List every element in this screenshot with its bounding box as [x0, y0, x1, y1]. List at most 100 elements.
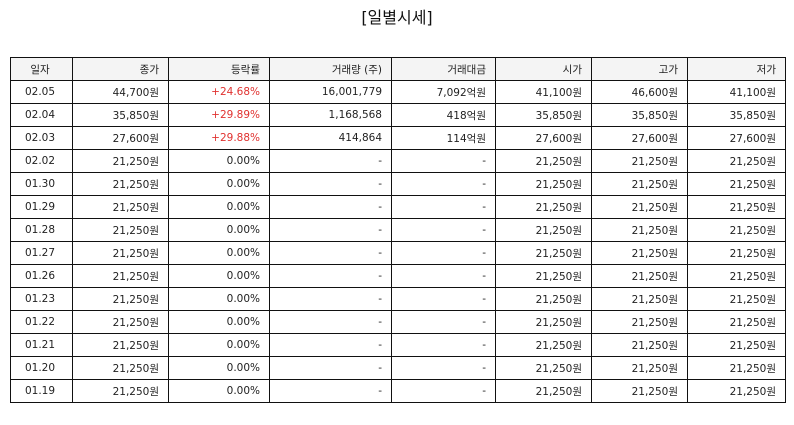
cell-low: 21,250원 [687, 264, 786, 288]
header-change: 등락률 [168, 57, 270, 81]
cell-high: 21,250원 [591, 264, 688, 288]
table-row: 01.21 21,250원 0.00% - -21,250원 21,250원 21,250원 [10, 333, 786, 357]
cell-close: 21,250원 [72, 241, 169, 265]
cell-close: 21,250원 [72, 172, 169, 196]
table-row: 02.03 27,600원 +29.88% 414,864 114억원 27,600원 27… [10, 126, 786, 150]
cell-open: 21,250원 [495, 195, 592, 219]
cell-low: 21,250원 [687, 310, 786, 334]
cell-amount: - [391, 356, 496, 380]
cell-volume: - [269, 356, 392, 380]
cell-open: 21,250원 [495, 264, 592, 288]
cell-volume: - [269, 264, 392, 288]
cell-change: 0.00% [168, 379, 270, 403]
cell-open: 21,250원 [495, 218, 592, 242]
cell-amount: - [391, 310, 496, 334]
header-low: 저가 [687, 57, 786, 81]
cell-change: 0.00% [168, 218, 270, 242]
cell-open: 41,100원 [495, 80, 592, 104]
table-row: 01.26 21,250원 0.00% - -21,250원 21,250원 21,250원 [10, 264, 786, 288]
cell-open: 21,250원 [495, 287, 592, 311]
header-date: 일자 [10, 57, 73, 81]
cell-volume: - [269, 149, 392, 173]
cell-change: +29.89% [168, 103, 270, 127]
cell-close: 35,850원 [72, 103, 169, 127]
cell-close: 27,600원 [72, 126, 169, 150]
cell-change: 0.00% [168, 310, 270, 334]
cell-open: 27,600원 [495, 126, 592, 150]
table-row: 01.23 21,250원 0.00% - -21,250원 21,250원 21,250원 [10, 287, 786, 311]
cell-volume: - [269, 218, 392, 242]
cell-volume: 414,864 [269, 126, 392, 150]
cell-date: 01.28 [10, 218, 73, 242]
cell-high: 35,850원 [591, 103, 688, 127]
cell-date: 01.27 [10, 241, 73, 265]
cell-date: 01.21 [10, 333, 73, 357]
cell-open: 21,250원 [495, 241, 592, 265]
cell-date: 01.20 [10, 356, 73, 380]
cell-date: 02.05 [10, 80, 73, 104]
cell-change: +29.88% [168, 126, 270, 150]
cell-volume: - [269, 195, 392, 219]
cell-amount: - [391, 241, 496, 265]
cell-high: 46,600원 [591, 80, 688, 104]
cell-volume: - [269, 172, 392, 196]
header-high: 고가 [591, 57, 688, 81]
cell-low: 21,250원 [687, 287, 786, 311]
cell-low: 21,250원 [687, 356, 786, 380]
cell-amount: 418억원 [391, 103, 496, 127]
cell-amount: - [391, 264, 496, 288]
cell-open: 21,250원 [495, 333, 592, 357]
cell-low: 21,250원 [687, 218, 786, 242]
cell-close: 21,250원 [72, 264, 169, 288]
table-row: 01.22 21,250원 0.00% - -21,250원 21,250원 21,250원 [10, 310, 786, 334]
cell-open: 21,250원 [495, 310, 592, 334]
cell-change: 0.00% [168, 356, 270, 380]
cell-date: 01.30 [10, 172, 73, 196]
cell-close: 44,700원 [72, 80, 169, 104]
cell-low: 21,250원 [687, 172, 786, 196]
cell-close: 21,250원 [72, 333, 169, 357]
cell-change: +24.68% [168, 80, 270, 104]
cell-low: 27,600원 [687, 126, 786, 150]
cell-close: 21,250원 [72, 310, 169, 334]
cell-low: 21,250원 [687, 333, 786, 357]
cell-amount: - [391, 172, 496, 196]
cell-volume: - [269, 287, 392, 311]
cell-change: 0.00% [168, 149, 270, 173]
cell-high: 21,250원 [591, 172, 688, 196]
cell-low: 21,250원 [687, 241, 786, 265]
cell-open: 35,850원 [495, 103, 592, 127]
cell-low: 41,100원 [687, 80, 786, 104]
table-row: 01.27 21,250원 0.00% - -21,250원 21,250원 21,250원 [10, 241, 786, 265]
cell-date: 01.29 [10, 195, 73, 219]
cell-high: 21,250원 [591, 379, 688, 403]
cell-high: 21,250원 [591, 195, 688, 219]
cell-volume: - [269, 379, 392, 403]
table-row: 01.28 21,250원 0.00% - -21,250원 21,250원 21,250원 [10, 218, 786, 242]
cell-amount: 114억원 [391, 126, 496, 150]
cell-amount: - [391, 379, 496, 403]
table-row: 01.19 21,250원 0.00% - -21,250원 21,250원 21,250원 [10, 379, 786, 403]
cell-amount: - [391, 195, 496, 219]
cell-high: 21,250원 [591, 149, 688, 173]
table-row: 02.02 21,250원 0.00% - -21,250원 21,250원 21,250원 [10, 149, 786, 173]
cell-date: 01.22 [10, 310, 73, 334]
cell-open: 21,250원 [495, 356, 592, 380]
cell-amount: - [391, 218, 496, 242]
cell-high: 21,250원 [591, 333, 688, 357]
table-row: 02.05 44,700원 +24.68% 16,001,779 7,092억원 41,1… [10, 80, 786, 104]
table-row: 01.20 21,250원 0.00% - -21,250원 21,250원 21,250원 [10, 356, 786, 380]
cell-close: 21,250원 [72, 287, 169, 311]
cell-change: 0.00% [168, 195, 270, 219]
cell-date: 01.23 [10, 287, 73, 311]
cell-high: 21,250원 [591, 218, 688, 242]
cell-date: 02.02 [10, 149, 73, 173]
cell-date: 01.19 [10, 379, 73, 403]
cell-high: 21,250원 [591, 310, 688, 334]
cell-change: 0.00% [168, 172, 270, 196]
table-row: 01.29 21,250원 0.00% - -21,250원 21,250원 21,250원 [10, 195, 786, 219]
header-close: 종가 [72, 57, 169, 81]
cell-close: 21,250원 [72, 195, 169, 219]
cell-close: 21,250원 [72, 149, 169, 173]
cell-volume: 1,168,568 [269, 103, 392, 127]
